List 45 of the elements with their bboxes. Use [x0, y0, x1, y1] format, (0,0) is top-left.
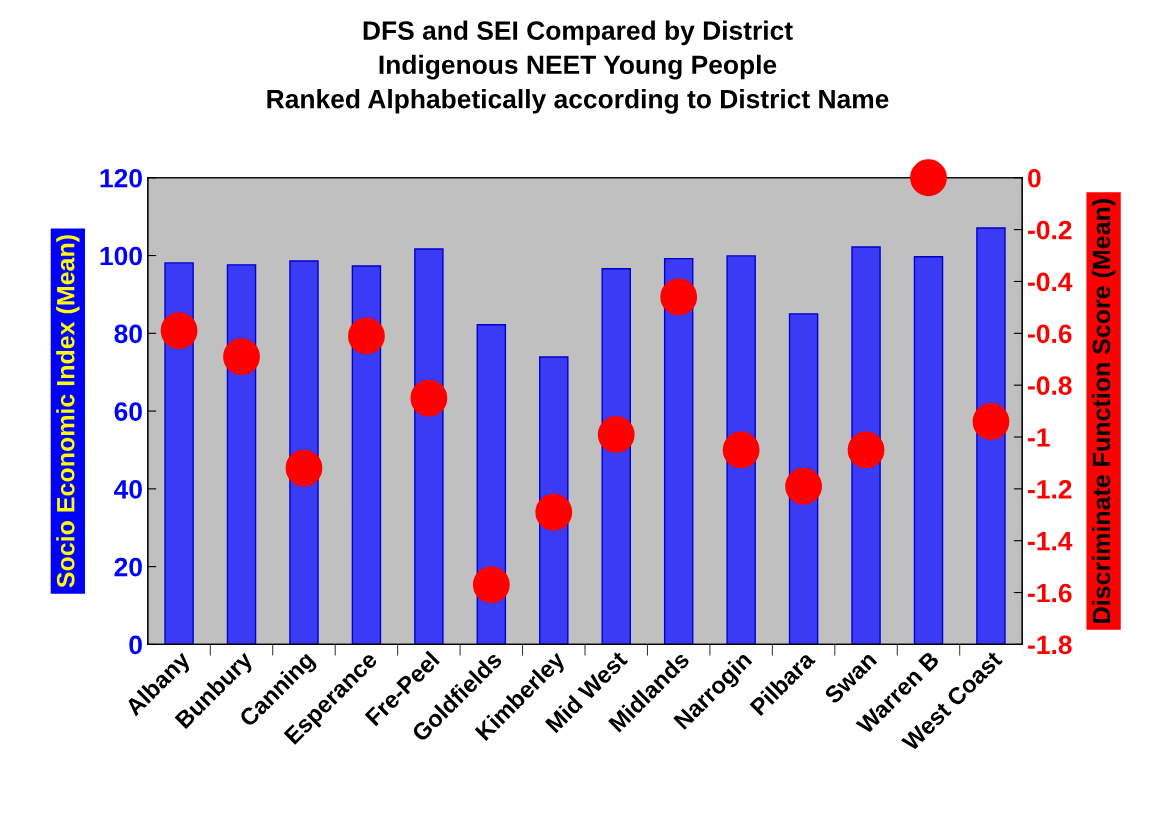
- bar: [601, 268, 631, 645]
- y2-tick-label: -1.4: [1028, 532, 1073, 551]
- y2-tick-label: -1: [1028, 428, 1050, 447]
- point: [910, 159, 947, 197]
- point: [535, 493, 573, 531]
- bar: [726, 255, 756, 645]
- chart-title: DFS and SEI Compared by District Indigenous NEET Young People Ranked Alphabetically according to District Name: [267, 20, 889, 114]
- y-tick-label: 0: [129, 635, 142, 655]
- y2-tick-label: 0: [1028, 168, 1041, 188]
- point: [410, 379, 448, 417]
- y-tick-label: 80: [114, 324, 142, 344]
- point: [160, 312, 198, 350]
- bar: [351, 265, 382, 645]
- point: [847, 431, 885, 469]
- bar: [976, 227, 1006, 645]
- y2-axis-title: Discriminate Function Score (Mean): [1091, 199, 1116, 623]
- y-tick-label: 100: [100, 246, 142, 266]
- point: [285, 449, 323, 487]
- bar: [289, 260, 319, 645]
- y2-tick-label: -0.8: [1028, 376, 1072, 395]
- point: [223, 338, 260, 376]
- point: [972, 403, 1010, 440]
- y2-tick-label: -0.2: [1028, 220, 1072, 240]
- point: [785, 467, 822, 505]
- bar: [226, 264, 257, 645]
- bar: [164, 262, 194, 645]
- y-tick-label: 120: [100, 168, 142, 188]
- y2-tick-label: -0.6: [1028, 324, 1072, 344]
- y-tick-label: 60: [114, 402, 142, 421]
- point: [472, 566, 510, 604]
- bar: [414, 248, 444, 645]
- y-axis-title: Socio Economic Index (Mean): [56, 235, 80, 588]
- y-tick-label: 40: [114, 480, 142, 499]
- y2-tick-label: -0.4: [1028, 272, 1073, 292]
- point: [348, 317, 385, 355]
- y2-tick-label: -1.2: [1028, 480, 1072, 499]
- y2-tick-label: -1.8: [1028, 635, 1072, 655]
- y2-tick-label: -1.6: [1028, 583, 1072, 603]
- bar: [663, 257, 694, 645]
- bar: [851, 246, 881, 645]
- point: [722, 431, 760, 469]
- y-tick-label: 20: [114, 557, 142, 577]
- bar: [913, 256, 944, 645]
- point: [597, 416, 635, 453]
- point: [660, 278, 698, 316]
